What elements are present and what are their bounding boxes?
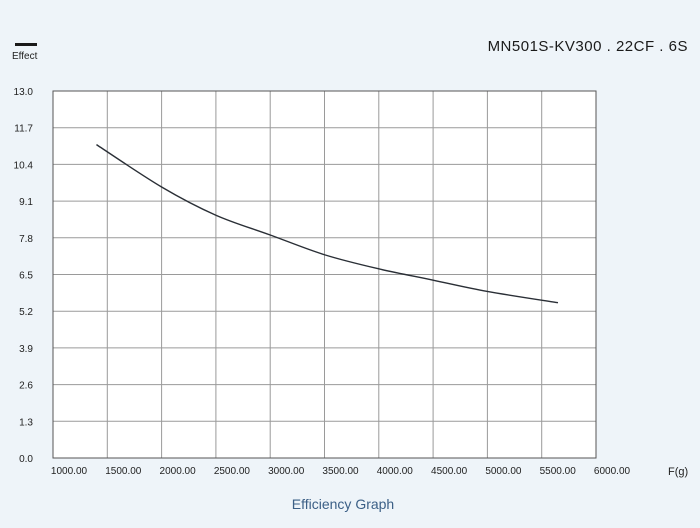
x-tick-label: 6000.00 — [594, 466, 631, 477]
y-tick-label: 6.5 — [19, 271, 33, 282]
series-lines — [96, 144, 559, 304]
y-tick-label: 0.0 — [19, 454, 33, 465]
y-axis-ticks: 0.0 1.3 2.6 3.9 5.2 6.5 7.8 9.1 10.4 11.7 13.0 — [14, 87, 34, 465]
chart-grid — [52, 90, 597, 459]
y-tick-label: 1.3 — [19, 417, 33, 428]
y-tick-label: 3.9 — [19, 344, 33, 355]
chart-caption: Efficiency Graph — [291, 496, 395, 512]
x-tick-label: 5000.00 — [485, 466, 522, 477]
y-tick-label: 7.8 — [19, 234, 33, 245]
x-tick-label: 2500.00 — [214, 466, 251, 477]
x-tick-label: 4500.00 — [431, 466, 468, 477]
x-tick-label: 1500.00 — [105, 466, 142, 477]
x-tick-label: 2000.00 — [160, 466, 197, 477]
y-tick-label: 9.1 — [19, 197, 33, 208]
x-tick-label: 1000.00 — [51, 466, 88, 477]
y-tick-label: 2.6 — [19, 381, 33, 392]
series-line-effect — [96, 144, 559, 304]
x-tick-label: 4000.00 — [377, 466, 414, 477]
legend-label: Effect — [12, 51, 38, 62]
legend-swatch — [15, 43, 37, 46]
y-tick-label: 5.2 — [19, 307, 33, 318]
x-tick-label: 3500.00 — [322, 466, 359, 477]
model-title: MN501S-KV300 . 22CF . 6S — [487, 38, 688, 55]
x-tick-label: 5500.00 — [540, 466, 577, 477]
x-axis-ticks: 1000.00 1500.00 2000.00 2500.00 3000.00 3500.… — [51, 466, 631, 477]
y-tick-label: 10.4 — [14, 160, 34, 171]
y-tick-label: 13.0 — [14, 87, 34, 98]
plot-border — [52, 90, 597, 459]
y-tick-label: 11.7 — [14, 124, 33, 135]
x-axis-label: F(g) — [668, 466, 689, 478]
x-tick-label: 3000.00 — [268, 466, 305, 477]
